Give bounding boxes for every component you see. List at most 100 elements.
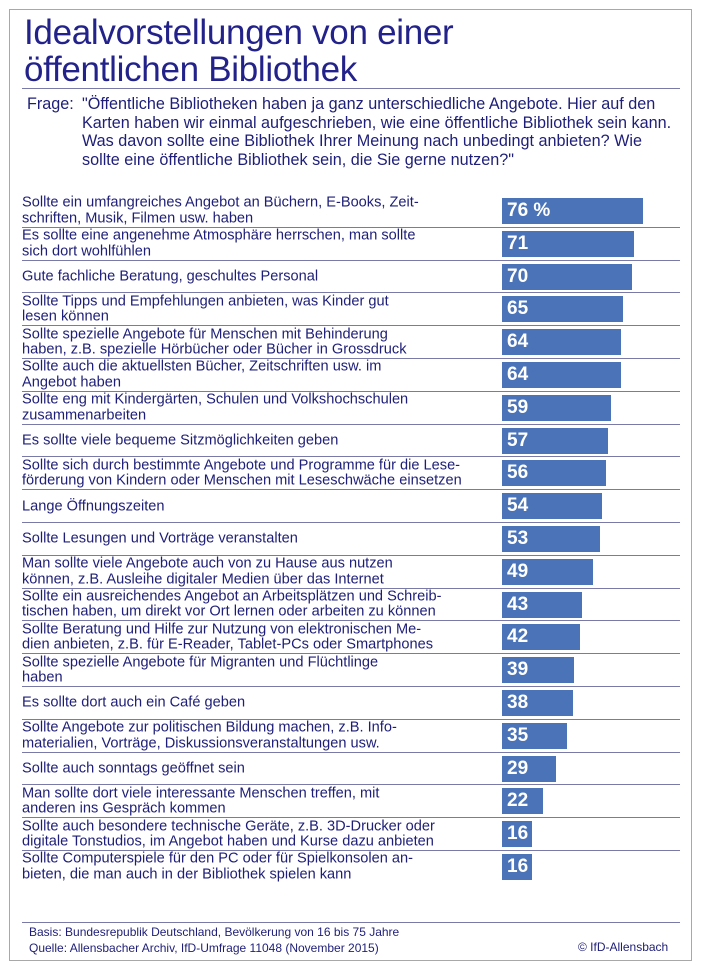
bar: [502, 493, 603, 520]
value-label: 64: [507, 364, 529, 385]
bar-row: Sollte auch die aktuellsten Bücher, Zeit…: [22, 359, 680, 392]
category-label: Es sollte viele bequeme Sitzmöglichkeite…: [22, 432, 339, 449]
bar: [502, 394, 612, 421]
copyright: © IfD-Allensbach: [578, 940, 669, 954]
row-divider: [22, 718, 680, 720]
question-text: "Öffentliche Bibliotheken haben ja ganz …: [82, 95, 672, 169]
row-divider: [22, 226, 680, 228]
chart-frame: [9, 9, 692, 961]
bar: [502, 558, 593, 585]
bar: [502, 657, 575, 684]
chart-title: Idealvorstellungen von einer öffentliche…: [24, 13, 454, 89]
value-label: 29: [507, 757, 529, 779]
row-divider: [22, 751, 680, 753]
value-label: 65: [507, 298, 529, 320]
footer-divider: [22, 922, 680, 923]
bar: [502, 526, 601, 552]
category-label: Sollte ein ausreichendes Angebot an Arbe…: [22, 588, 442, 620]
category-label: Es sollte eine angenehme Atmosphäre herr…: [22, 227, 416, 260]
title-line-2: öffentlichen Bibliothek: [24, 50, 357, 89]
row-divider: [22, 357, 680, 359]
value-label: 70: [507, 265, 529, 287]
bar-row: Sollte spezielle Angebote für Migranten …: [22, 654, 680, 687]
bar: [502, 427, 608, 454]
bar-row: Sollte Beratung und Hilfe zur Nutzung vo…: [22, 621, 680, 655]
category-label: Sollte Angebote zur politischen Bildung …: [22, 719, 397, 752]
row-divider: [22, 587, 680, 589]
row-divider: [22, 325, 680, 327]
question-label: Frage:: [27, 95, 74, 113]
bar-row: Es sollte viele bequeme Sitzmöglichkeite…: [22, 425, 680, 458]
bar-row: Gute fachliche Beratung, geschultes Pers…: [22, 261, 680, 294]
row-divider: [22, 390, 680, 392]
category-label: Sollte Computerspiele für den PC oder fü…: [22, 850, 414, 883]
row-divider: [22, 653, 680, 655]
bar: [502, 854, 532, 880]
value-label: 54: [507, 495, 529, 517]
value-label: 76 %: [507, 200, 551, 221]
value-label: 35: [507, 724, 529, 746]
bar-row: Sollte ein ausreichendes Angebot an Arbe…: [22, 589, 680, 622]
row-divider: [22, 849, 680, 851]
bar: [502, 821, 532, 848]
bar-row: Es sollte dort auch ein Café geben 38: [22, 687, 680, 720]
value-label: 56: [507, 462, 529, 484]
category-label: Sollte auch besondere technische Geräte,…: [22, 818, 435, 850]
category-label: Sollte spezielle Angebote für Menschen m…: [22, 326, 407, 358]
bar-row: Man sollte viele Angebote auch von zu Ha…: [22, 556, 680, 589]
bar: [502, 722, 567, 749]
row-divider: [22, 685, 680, 687]
bar-row: Sollte Computerspiele für den PC oder fü…: [22, 851, 680, 884]
category-label: Sollte auch die aktuellsten Bücher, Zeit…: [22, 358, 382, 391]
value-label: 42: [507, 626, 529, 648]
category-label: Gute fachliche Beratung, geschultes Pers…: [22, 268, 319, 285]
bar: [502, 198, 643, 224]
category-label: Sollte ein umfangreiches Angebot an Büch…: [22, 194, 419, 227]
title-divider: [22, 88, 680, 89]
category-label: Sollte sich durch bestimmte Angebote und…: [22, 457, 462, 489]
footer-basis: Basis: Bundesrepublik Deutschland, Bevöl…: [29, 925, 400, 939]
value-label: 16: [507, 823, 529, 845]
bar: [502, 591, 582, 618]
bar-row: Sollte spezielle Angebote für Menschen m…: [22, 326, 680, 359]
footer-source: Quelle: Allensbacher Archiv, IfD-Umfrage…: [29, 941, 379, 955]
category-label: Man sollte dort viele interessante Mensc…: [22, 785, 380, 817]
bar: [502, 329, 621, 356]
bar-row: Sollte auch besondere technische Geräte,…: [22, 818, 680, 851]
value-label: 49: [507, 560, 529, 582]
row-divider: [22, 784, 680, 786]
bar-row: Es sollte eine angenehme Atmosphäre herr…: [22, 228, 680, 261]
row-divider: [22, 489, 680, 491]
bar: [502, 788, 543, 815]
category-label: Lange Öffnungszeiten: [22, 497, 165, 514]
bar: [502, 690, 573, 716]
category-label: Man sollte viele Angebote auch von zu Ha…: [22, 555, 393, 588]
category-label: Sollte Tipps und Empfehlungen anbieten, …: [22, 293, 389, 325]
bar-row: Sollte eng mit Kindergärten, Schulen und…: [22, 392, 680, 425]
category-label: Sollte spezielle Angebote für Migranten …: [22, 654, 379, 686]
bar: [502, 230, 634, 257]
row-divider: [22, 259, 680, 261]
bar: [502, 460, 606, 487]
value-label: 38: [507, 692, 529, 713]
bar: [502, 362, 621, 388]
category-label: Sollte eng mit Kindergärten, Schulen und…: [22, 391, 409, 424]
row-divider: [22, 292, 680, 294]
row-divider: [22, 521, 680, 523]
category-label: Es sollte dort auch ein Café geben: [22, 694, 246, 711]
value-label: 43: [507, 593, 529, 615]
bar: [502, 296, 623, 323]
bar-row: Sollte ein umfangreiches Angebot an Büch…: [22, 195, 680, 228]
category-label: Sollte Lesungen und Vorträge veranstalte…: [22, 530, 298, 547]
value-label: 59: [507, 396, 529, 418]
bar-row: Sollte Angebote zur politischen Bildung …: [22, 720, 680, 753]
bar: [502, 755, 556, 782]
category-label: Sollte auch sonntags geöffnet sein: [22, 760, 245, 777]
title-line-1: Idealvorstellungen von einer: [24, 13, 454, 52]
row-divider: [22, 423, 680, 425]
value-label: 53: [507, 528, 529, 549]
bar-row: Sollte sich durch bestimmte Angebote und…: [22, 457, 680, 491]
bar-row: Lange Öffnungszeiten 54: [22, 490, 680, 523]
value-label: 71: [507, 232, 529, 254]
value-label: 39: [507, 659, 529, 681]
